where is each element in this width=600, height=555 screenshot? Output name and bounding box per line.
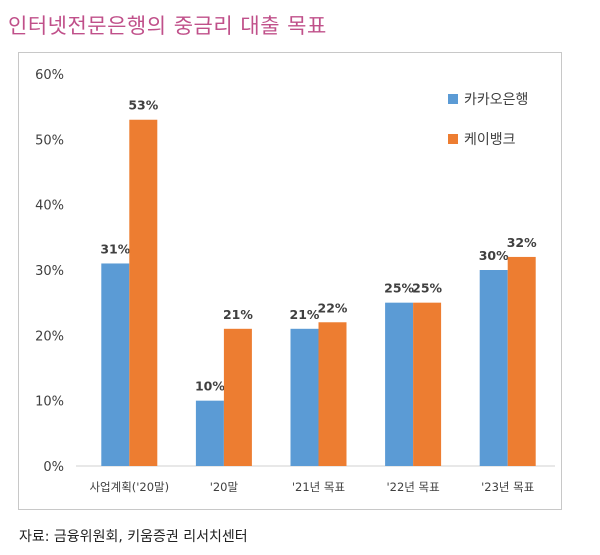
data-label: 25% (412, 281, 442, 296)
y-tick-label: 30% (35, 264, 64, 279)
bar-kbank (129, 119, 158, 466)
y-tick-label: 0% (43, 460, 64, 475)
x-category-label: 사업계획('20말) (89, 480, 169, 494)
data-label: 21% (290, 307, 320, 322)
bar-kakaobank (101, 263, 130, 466)
data-label: 22% (318, 300, 348, 315)
y-tick-label: 20% (35, 329, 64, 344)
y-tick-label: 10% (35, 395, 64, 410)
bar-kakaobank (195, 400, 224, 466)
chart-frame (18, 52, 562, 510)
x-category-label: '21년 목표 (292, 480, 345, 494)
data-label: 10% (195, 379, 225, 394)
bar-kbank (318, 322, 347, 466)
bar-kakaobank (290, 328, 319, 466)
source-note: 자료: 금융위원회, 키움증권 리서치센터 (19, 529, 248, 545)
x-category-label: '20말 (210, 480, 239, 494)
legend-label: 케이뱅크 (464, 132, 516, 148)
y-tick-label: 50% (35, 133, 64, 148)
bar-kbank (413, 302, 442, 466)
bar-kbank (223, 328, 252, 466)
data-label: 32% (507, 235, 537, 250)
data-label: 21% (223, 307, 253, 322)
data-label: 25% (384, 281, 414, 296)
data-label: 30% (479, 248, 509, 263)
legend-swatch (448, 94, 458, 104)
chart-title: 인터넷전문은행의 중금리 대출 목표 (8, 14, 327, 38)
legend-label: 카카오은행 (464, 92, 528, 108)
data-label: 53% (128, 98, 158, 113)
bar-kbank (507, 256, 536, 466)
y-tick-label: 60% (35, 68, 64, 83)
bar-kakaobank (385, 302, 414, 466)
x-category-label: '23년 목표 (481, 480, 534, 494)
bar-kakaobank (479, 270, 508, 466)
x-category-label: '22년 목표 (386, 480, 439, 494)
legend-swatch (448, 134, 458, 144)
data-label: 31% (100, 241, 130, 256)
y-tick-label: 40% (35, 199, 64, 214)
